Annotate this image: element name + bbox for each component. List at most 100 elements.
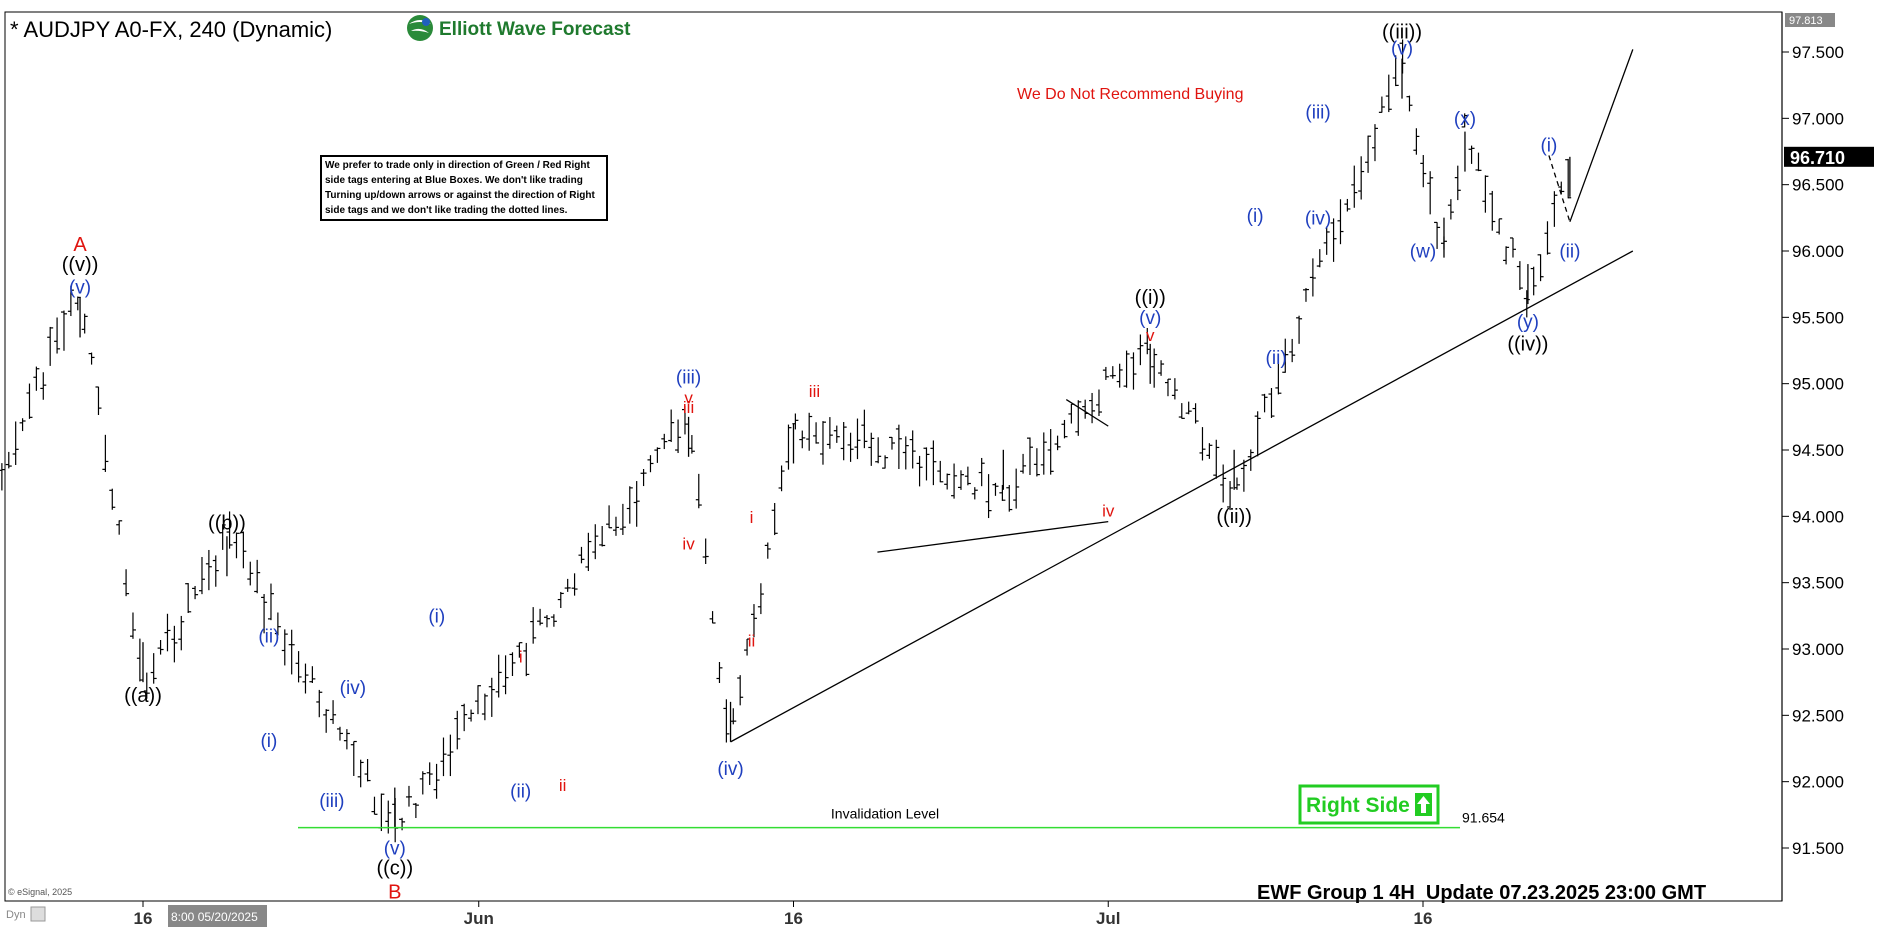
ohlc-bar: [902, 436, 909, 470]
ohlc-bar: [178, 615, 185, 651]
price-tick-label: 96.000: [1792, 242, 1844, 261]
wave-label: (i): [1540, 136, 1557, 157]
ohlc-bar: [1482, 175, 1489, 213]
ohlc-bar: [992, 482, 999, 496]
ohlc-bar: [1330, 218, 1337, 262]
ohlc-bar: [571, 573, 578, 596]
ohlc-bar: [240, 531, 247, 569]
dyn-icon[interactable]: [30, 906, 46, 922]
ohlc-bar: [5, 451, 12, 469]
ohlc-bar: [1109, 366, 1116, 379]
price-tick-label: 95.500: [1792, 308, 1844, 327]
ohlc-bar: [426, 762, 433, 785]
ohlc-bar: [316, 689, 323, 718]
wave-label: (iv): [340, 678, 366, 699]
ohlc-bar: [937, 460, 944, 483]
ohlc-bar: [129, 612, 136, 639]
ohlc-bar: [1420, 155, 1427, 188]
ohlc-bar: [888, 436, 895, 450]
wave-label: (iii): [1305, 102, 1330, 123]
time-cursor-label: 8:00 05/20/2025: [171, 910, 258, 924]
ohlc-bar: [1164, 378, 1171, 397]
ohlc-bar: [516, 642, 523, 658]
ohlc-bar: [212, 555, 219, 587]
ohlc-bar: [1371, 124, 1378, 162]
wave-label: (v): [1139, 308, 1161, 329]
price-tick-label: 97.500: [1792, 43, 1844, 62]
ohlc-bar: [916, 455, 923, 487]
ohlc-bar: [1413, 128, 1420, 155]
ohlc-bar: [1509, 237, 1516, 258]
ohlc-bar: [537, 608, 544, 626]
footer-update: EWF Group 1 4H Update 07.23.2025 23:00 G…: [1257, 882, 1706, 904]
ohlc-bar: [1040, 432, 1047, 475]
up-arrow-icon: [1415, 793, 1432, 816]
disclaimer-box: We prefer to trade only in direction of …: [320, 155, 608, 221]
time-tick-label: Jun: [464, 909, 494, 928]
ohlc-bar: [1337, 199, 1344, 245]
time-tick-label: 16: [784, 909, 803, 928]
wave-label: v: [684, 389, 693, 408]
ohlc-bar: [74, 296, 81, 311]
wave-label: ((b)): [208, 513, 246, 535]
ohlc-bar: [1220, 464, 1227, 503]
ohlc-bar: [1227, 481, 1234, 511]
last-price-box: [1784, 146, 1874, 167]
ohlc-bar: [1240, 459, 1247, 492]
time-axis: 16 Jun 16 Jul 16: [134, 901, 1432, 928]
top-price-box: [1785, 13, 1835, 27]
ohlc-bar: [1406, 95, 1413, 112]
ohlc-bar: [612, 516, 619, 536]
ohlc-bar: [19, 418, 26, 432]
ohlc-bar: [737, 675, 744, 706]
ohlc-bar: [757, 583, 764, 615]
ohlc-bar: [1468, 145, 1475, 164]
wave-label: (v): [384, 839, 406, 860]
ohlc-bar: [440, 737, 447, 777]
ohlc-bar: [267, 583, 274, 621]
ohlc-bar: [1033, 448, 1040, 477]
ohlc-bar: [1061, 419, 1068, 439]
ohlc-bar: [1151, 348, 1158, 388]
ohlc-bar: [509, 652, 516, 677]
wave-label: (ii): [1559, 242, 1580, 263]
wave-label: ((a)): [124, 685, 162, 707]
price-tick-label: 96.500: [1792, 176, 1844, 195]
ohlc-bar: [1123, 350, 1130, 388]
wave-label: (i): [260, 731, 277, 752]
wave-label: (v): [69, 277, 91, 298]
ohlc-bar: [185, 583, 192, 614]
ohlc-bar: [1496, 218, 1503, 235]
ohlc-bar: [226, 511, 233, 549]
ohlc-bars: [0, 39, 1572, 843]
wave-labels: A((v))(v)((b))((a))(ii)(i)(iv)(iii)(v)((…: [62, 22, 1581, 904]
wave-label: ((c)): [376, 858, 413, 880]
ohlc-bar: [1206, 443, 1213, 459]
ohlc-bar: [688, 435, 695, 454]
ohlc-bar: [633, 481, 640, 527]
ohlc-bar: [606, 505, 613, 529]
ohlc-bar: [875, 437, 882, 464]
ohlc-bar: [764, 542, 771, 559]
ohlc-bar: [847, 432, 854, 462]
ohlc-bar: [461, 703, 468, 732]
right-side-label: Right Side: [1306, 794, 1410, 817]
ohlc-bar: [1461, 113, 1468, 128]
symbol-title: * AUDJPY A0-FX, 240 (Dynamic): [10, 17, 332, 42]
ohlc-bar: [550, 614, 557, 627]
ohlc-bar: [564, 578, 571, 592]
ohlc-bar: [261, 594, 268, 634]
wave-label: B: [388, 881, 401, 903]
ohlc-bar: [247, 561, 254, 586]
ohlc-bar: [33, 366, 40, 391]
price-tick-label: 97.000: [1792, 109, 1844, 128]
ohlc-bar: [1013, 468, 1020, 509]
disclaimer-text: We prefer to trade only in direction of …: [325, 160, 595, 216]
ohlc-bar: [578, 546, 585, 564]
ohlc-bar: [923, 447, 930, 481]
ohlc-bar: [1544, 221, 1551, 255]
trendline: [730, 250, 1634, 743]
ohlc-bar: [1434, 221, 1441, 249]
ohlc-bar: [530, 607, 537, 644]
